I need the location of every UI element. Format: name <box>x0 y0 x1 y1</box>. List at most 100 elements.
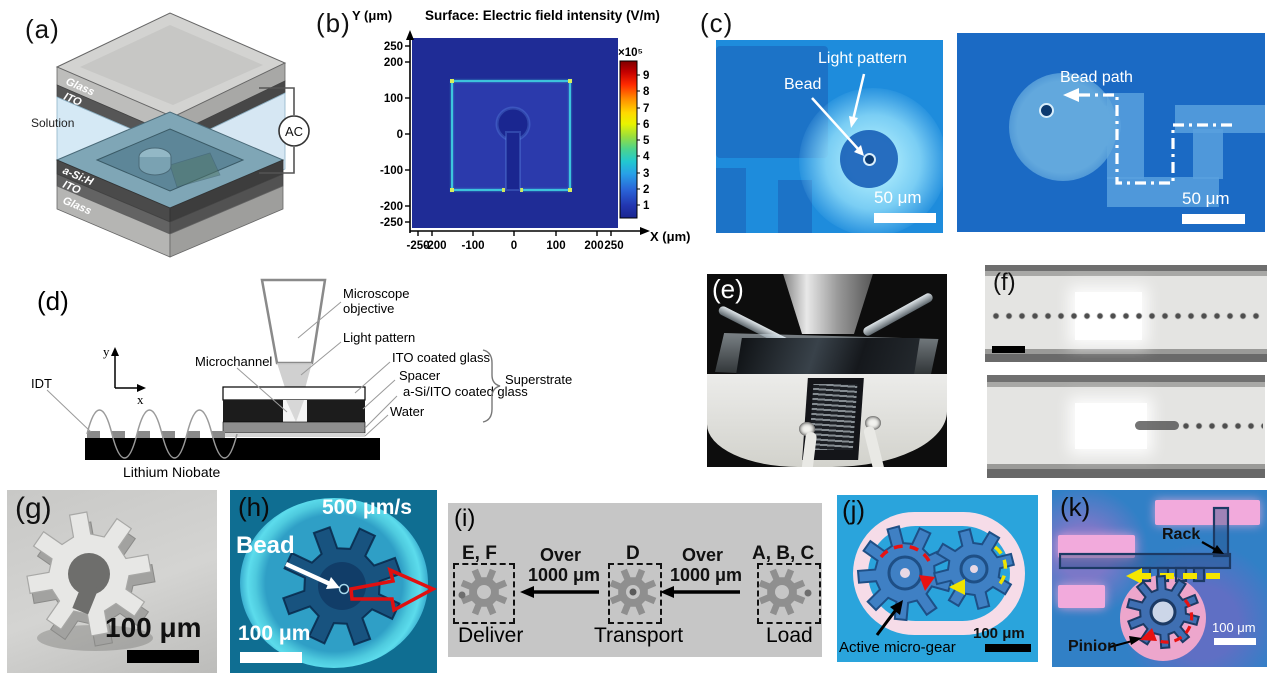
ac-source-symbol <box>278 115 310 147</box>
svg-text:250: 250 <box>384 41 403 53</box>
bead-path-line <box>1079 93 1232 185</box>
panel-d-schematic: (d) y x <box>31 278 572 480</box>
scale-bar <box>127 650 199 663</box>
svg-text:-250: -250 <box>380 217 403 229</box>
svg-text:3: 3 <box>643 168 649 180</box>
speed-label: 500 μm/s <box>322 496 412 519</box>
objective-label-2: objective <box>343 301 394 316</box>
scale-bar <box>1214 638 1256 645</box>
bead-path-label: Bead path <box>1060 69 1133 86</box>
panel-c-right-annotations <box>1063 88 1232 185</box>
group-tag-d: D <box>626 543 640 564</box>
leader-lines <box>46 301 398 437</box>
group-tag-ef: E, F <box>462 543 497 564</box>
microscope-objective-shape <box>260 278 327 365</box>
idt-label: IDT <box>31 376 52 391</box>
svg-text:-250: -250 <box>406 240 429 252</box>
solution-label: Solution <box>31 116 74 130</box>
objective-label-1: Microscope <box>343 286 409 301</box>
scale-text: 100 μm <box>105 612 202 643</box>
panel-c-left-micrograph: Light pattern Bead 50 μm <box>716 40 943 233</box>
svg-text:6: 6 <box>643 119 649 131</box>
chart-title: Surface: Electric field intensity (V/m) <box>425 8 660 23</box>
panel-b-label: (b) <box>316 8 351 38</box>
superstrate-brace <box>482 349 501 423</box>
svg-text:-200: -200 <box>423 240 446 252</box>
pink-electrode <box>1058 585 1105 608</box>
panel-e-photo: (e) <box>707 274 947 467</box>
light-circle <box>1009 73 1117 181</box>
light-trace <box>1175 105 1265 133</box>
pinion-label: Pinion <box>1068 638 1117 655</box>
svg-text:200: 200 <box>384 57 403 69</box>
light-pattern-arrow <box>851 73 866 121</box>
panel-f-label: (f) <box>993 269 1016 296</box>
panel-j-overlay <box>856 525 1016 636</box>
svg-text:7: 7 <box>643 103 649 115</box>
y-tick-marks <box>405 45 410 223</box>
bead-dot-left <box>458 591 466 599</box>
light-pattern-label: Light pattern <box>343 330 415 345</box>
panel-c-right-micrograph: Bead path 50 μm <box>957 33 1265 232</box>
colorbar <box>619 60 638 219</box>
distance-label-1: 1000 μm <box>528 565 601 585</box>
panel-j-label: (j) <box>842 495 866 525</box>
pink-electrode <box>1058 535 1135 558</box>
scale-bar <box>1182 214 1245 224</box>
distance-label-2: 1000 μm <box>670 565 743 585</box>
superstrate-label: Superstrate <box>505 372 572 387</box>
svg-text:-100: -100 <box>461 240 484 252</box>
y-tick-labels: 250 200 100 0 -100 -200 -250 <box>380 41 403 229</box>
rotation-arc-yellow <box>993 545 1008 589</box>
panel-g-label: (g) <box>15 492 52 525</box>
svg-text:1: 1 <box>643 200 650 212</box>
ito-glass-label: ITO coated glass <box>392 350 491 365</box>
active-gear-arrow <box>875 606 900 636</box>
rotation-arrow-red <box>349 566 437 613</box>
panel-c-label: (c) <box>700 8 734 38</box>
caption-deliver: Deliver <box>458 624 524 647</box>
pinion-hub <box>1149 598 1177 626</box>
caption-load: Load <box>766 624 813 647</box>
scale-text: 50 μm <box>1182 189 1230 208</box>
scale-bar <box>992 346 1025 353</box>
caption-transport: Transport <box>594 624 684 647</box>
scale-text: 50 μm <box>874 188 922 207</box>
y-axis-title: Y (μm) <box>352 8 392 23</box>
electrode-shape <box>716 168 746 233</box>
load-box <box>757 563 821 624</box>
rack-label: Rack <box>1162 526 1201 543</box>
svg-text:4: 4 <box>643 151 650 163</box>
x-axis-arrowhead <box>640 227 650 235</box>
panel-f-bottom-image <box>987 375 1265 478</box>
bead <box>1039 103 1054 118</box>
svg-text:250: 250 <box>604 240 623 252</box>
panel-k-label: (k) <box>1060 492 1091 522</box>
panel-k-overlay <box>1058 506 1232 661</box>
bead-dot-center <box>629 588 637 596</box>
rack-shape <box>1058 506 1232 583</box>
panel-g-sem-image: (g) 100 μm <box>7 490 217 673</box>
panel-a-label: (a) <box>25 14 60 44</box>
panel-i-label: (i) <box>454 505 476 532</box>
svg-text:200: 200 <box>584 240 603 252</box>
x-tick-labels: -250 -200 -100 0 100 200 250 <box>406 240 623 252</box>
bead <box>338 583 350 595</box>
water-label: Water <box>390 404 425 419</box>
sem-micro-gear <box>26 511 156 651</box>
light-spot-stem <box>505 131 521 191</box>
panel-k-micrograph: (k) Rack Pinion 100 μm <box>1052 490 1267 667</box>
panel-h-label: (h) <box>238 492 270 522</box>
light-trace <box>1193 129 1223 179</box>
svg-text:8: 8 <box>643 86 650 98</box>
scale-bar <box>874 213 936 223</box>
svg-text:0: 0 <box>397 129 403 141</box>
ac-wire <box>259 87 295 174</box>
panel-d-labels: Microscope objective Light pattern Micro… <box>31 286 572 480</box>
svg-text:-100: -100 <box>380 165 403 177</box>
active-micro-gear-label: Active micro-gear <box>839 639 956 656</box>
lithium-niobate-label: Lithium Niobate <box>123 464 220 480</box>
panel-f-top-image: (f) <box>985 265 1267 362</box>
svg-text:2: 2 <box>643 184 649 196</box>
panel-h-micrograph: (h) 500 μm/s Bead 100 μm <box>230 490 437 673</box>
